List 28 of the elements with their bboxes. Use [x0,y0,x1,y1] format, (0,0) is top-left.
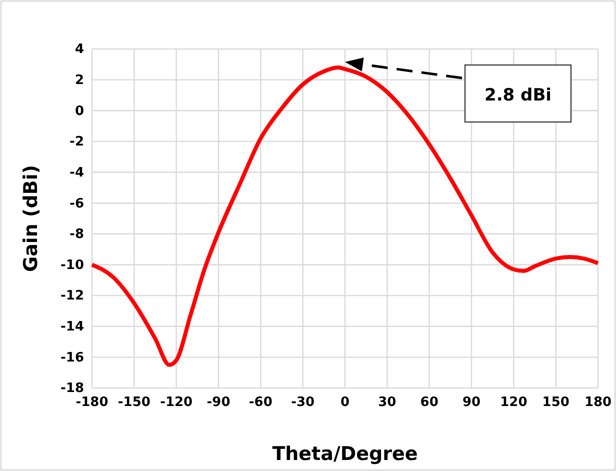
y-tick-label: -16 [60,350,84,366]
y-tick-label: 4 [74,42,84,58]
x-axis-title: Theta/Degree [272,443,418,465]
x-tick-label: 90 [462,395,481,410]
y-tick-label: 0 [74,104,84,119]
y-tick-label: -18 [60,381,84,396]
x-tick-label: -150 [118,395,150,410]
y-tick-label: -14 [60,320,84,335]
x-tick-label: 120 [500,395,528,410]
y-tick-label: -10 [60,258,84,273]
x-tick-label: 150 [542,395,570,410]
x-tick-label: -60 [248,395,272,410]
x-tick-label: 30 [378,395,396,410]
x-tick-label: 0 [340,395,350,410]
x-tick-label: 60 [420,395,438,410]
y-axis-title: Gain (dBi) [20,164,42,272]
y-tick-label: 2 [74,72,84,88]
y-tick-label: -2 [70,134,84,150]
x-tick-label: -120 [160,395,193,410]
x-tick-label: -30 [291,395,315,410]
annotation: 2.8 dBi [484,86,552,106]
x-tick-label: -90 [206,395,230,410]
y-tick-label: -8 [70,227,84,242]
x-tick-label: 180 [584,395,612,410]
y-tick-label: -12 [60,288,84,304]
x-tick-label: -180 [76,395,108,410]
y-tick-label: -6 [70,196,84,212]
y-tick-label: -4 [70,165,84,180]
